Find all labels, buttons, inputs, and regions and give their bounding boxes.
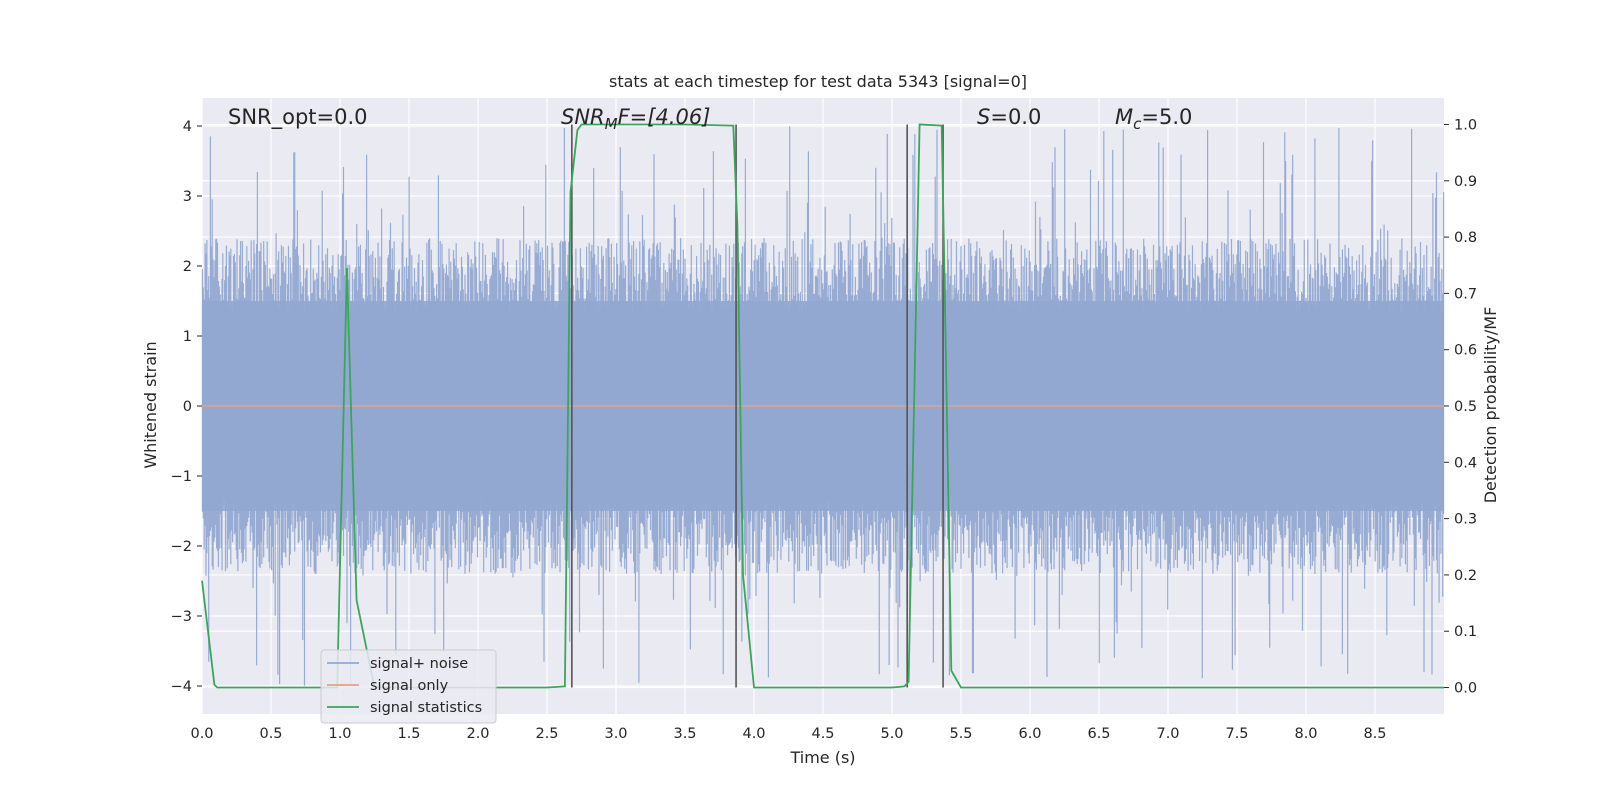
y2-tick-label: 0.8 xyxy=(1454,230,1477,246)
y2-tick-label: 0.3 xyxy=(1454,512,1477,528)
y-tick-label: 4 xyxy=(183,119,192,135)
y2-tick-label: 0.2 xyxy=(1454,568,1477,584)
x-tick-label: 7.0 xyxy=(1156,726,1179,742)
annotation-snr-mf-rest: F=[4.06] xyxy=(618,105,711,129)
annotation-mc-sub: c xyxy=(1133,115,1142,133)
y2-tick-label: 0.9 xyxy=(1454,174,1477,190)
x-tick-label: 5.5 xyxy=(949,726,972,742)
annotation-snr-mf-main: SNR xyxy=(561,105,605,129)
annotation-s-rest: =0.0 xyxy=(990,105,1041,129)
legend-label-signal-statistics: signal statistics xyxy=(370,700,482,716)
x-tick-label: 1.0 xyxy=(328,726,351,742)
x-tick-label: 4.0 xyxy=(742,726,765,742)
x-tick-label: 0.0 xyxy=(190,726,213,742)
y2-tick-label: 0.5 xyxy=(1454,399,1477,415)
y2-tick-label: 0.1 xyxy=(1454,624,1477,640)
x-tick-label: 7.5 xyxy=(1225,726,1248,742)
annotation-mc: Mc=5.0 xyxy=(1115,105,1192,133)
y2-tick-label: 0.6 xyxy=(1454,343,1477,359)
legend-label-signal-only: signal only xyxy=(370,678,449,694)
y2-tick-labels: 1.0 0.9 0.8 0.7 0.6 0.5 0.4 0.3 0.2 0.1 0.0 xyxy=(1444,117,1477,697)
x-tick-label: 5.0 xyxy=(880,726,903,742)
x-tick-label: 0.5 xyxy=(259,726,282,742)
x-tick-label: 6.5 xyxy=(1087,726,1110,742)
y-tick-label: −3 xyxy=(171,609,192,625)
annotation-mc-main: M xyxy=(1115,105,1133,129)
noise-spikes xyxy=(201,126,1445,686)
legend-box xyxy=(320,649,497,724)
x-tick-label: 8.5 xyxy=(1363,726,1386,742)
x-tick-label: 3.5 xyxy=(673,726,696,742)
y-tick-label: 1 xyxy=(183,329,192,345)
y2-tick-label: 0.7 xyxy=(1454,286,1477,302)
x-tick-label: 1.5 xyxy=(397,726,420,742)
legend: signal+ noise signal only signal statist… xyxy=(320,649,497,724)
x-axis-label: Time (s) xyxy=(789,748,855,767)
y-tick-label: −2 xyxy=(171,539,192,555)
annotation-snr-mf-sub: M xyxy=(605,115,618,133)
annotation-s-main: S xyxy=(977,105,990,129)
y-tick-labels: 4 3 2 1 0 −1 −2 −3 −4 xyxy=(171,119,202,695)
y2-tick-label: 1.0 xyxy=(1454,117,1477,133)
y-tick-label: 0 xyxy=(183,399,192,415)
chart-title: stats at each timestep for test data 534… xyxy=(609,72,1027,91)
x-tick-label: 6.0 xyxy=(1018,726,1041,742)
legend-label-signal-noise: signal+ noise xyxy=(370,656,468,672)
annotation-snr-mf: SNRMF=[4.06] xyxy=(561,105,710,133)
annotation-s: S=0.0 xyxy=(977,105,1041,129)
x-tick-label: 4.5 xyxy=(811,726,834,742)
y2-axis-label: Detection probability/MF xyxy=(1481,307,1500,504)
y-tick-label: −1 xyxy=(171,469,192,485)
annotation-mc-rest: =5.0 xyxy=(1141,105,1192,129)
y2-tick-label: 0.0 xyxy=(1454,681,1477,697)
y-axis-label: Whitened strain xyxy=(141,341,160,468)
x-tick-label: 2.5 xyxy=(535,726,558,742)
y-tick-label: −4 xyxy=(171,679,192,695)
x-tick-labels: 0.0 0.5 1.0 1.5 2.0 2.5 3.0 3.5 4.0 4.5 5.0 5.5 6.0 6… xyxy=(190,726,1386,742)
y2-tick-label: 0.4 xyxy=(1454,455,1477,471)
y-tick-label: 3 xyxy=(183,189,192,205)
x-tick-label: 2.0 xyxy=(466,726,489,742)
x-tick-label: 8.0 xyxy=(1294,726,1317,742)
annotation-snr-opt: SNR_opt=0.0 xyxy=(228,105,368,130)
y-tick-label: 2 xyxy=(183,259,192,275)
x-tick-label: 3.0 xyxy=(604,726,627,742)
